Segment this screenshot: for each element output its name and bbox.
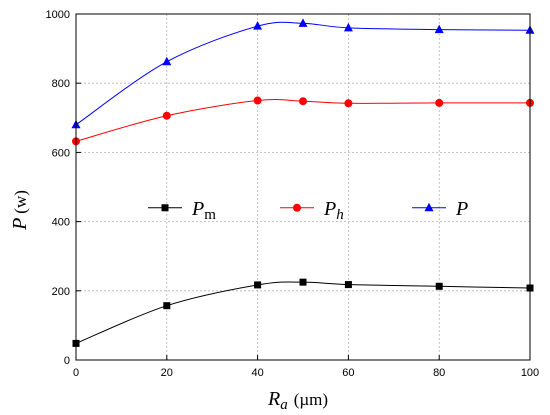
- x-axis-title: Ra (µm): [267, 388, 328, 413]
- series-0-point-2: [254, 281, 262, 289]
- x-tick-label-4: 80: [433, 367, 445, 379]
- legend-label-main-0: P: [191, 198, 204, 220]
- y-axis-title-main: P: [9, 218, 31, 231]
- legend-item-0: Pm: [148, 198, 216, 223]
- series-1-point-1: [162, 111, 171, 120]
- x-tick-label-1: 20: [161, 367, 173, 379]
- series-2-point-1: [162, 56, 172, 66]
- series-0-point-4: [344, 281, 352, 289]
- y-tick-label-3: 600: [52, 147, 70, 159]
- x-tick-label-5: 100: [521, 367, 539, 379]
- legend-label-sub-1: h: [336, 207, 344, 223]
- y-axis-unit: (w): [11, 190, 30, 214]
- series-2-point-4: [343, 22, 353, 32]
- series-0-line: [75, 281, 531, 344]
- x-axis-unit: (µm): [294, 390, 328, 409]
- series-0-point-3: [299, 278, 307, 286]
- y-tick-label-5: 1000: [46, 9, 70, 21]
- series-1-line: [75, 99, 531, 142]
- series-0-point-1: [163, 302, 171, 310]
- series-1: [72, 96, 534, 146]
- legend-label-2: P: [455, 198, 468, 220]
- grid: [76, 14, 530, 360]
- series-2: [71, 18, 535, 129]
- legend: Pm Ph P: [148, 198, 468, 223]
- legend-marker-0: [161, 204, 169, 212]
- y-axis-title: P (w): [9, 190, 31, 231]
- x-tick-label-0: 0: [73, 367, 79, 379]
- legend-item-2: P: [412, 198, 468, 220]
- x-tick-label-3: 60: [342, 367, 354, 379]
- y-tick-label-4: 800: [52, 78, 70, 90]
- series-2-point-2: [253, 21, 263, 30]
- y-tick-label-1: 200: [52, 286, 70, 298]
- legend-marker-2: [424, 202, 434, 212]
- series-1-point-4: [344, 99, 353, 108]
- x-tick-label-2: 40: [251, 367, 263, 379]
- series-1-point-2: [253, 96, 262, 105]
- series-2-point-5: [434, 24, 444, 34]
- legend-item-1: Ph: [280, 198, 344, 223]
- series-1-point-3: [299, 97, 307, 106]
- series-2-point-3: [298, 18, 308, 27]
- legend-label-1: Ph: [323, 198, 344, 223]
- legend-label-sub-0: m: [204, 207, 216, 223]
- legend-label-main-2: P: [455, 198, 468, 220]
- plot-frame: [75, 13, 531, 361]
- series-1-point-5: [435, 98, 444, 107]
- legend-label-main-1: P: [323, 198, 336, 220]
- y-tick-label-0: 0: [64, 355, 70, 367]
- series-2-line: [75, 21, 531, 126]
- legend-label-0: Pm: [191, 198, 216, 223]
- series-0-point-5: [435, 282, 443, 290]
- x-axis-title-main: R: [267, 388, 280, 410]
- series-layer: [71, 18, 535, 347]
- y-tick-label-2: 400: [52, 217, 70, 229]
- legend-marker-1: [293, 203, 301, 212]
- series-0: [72, 278, 534, 347]
- x-axis-title-sub: a: [280, 397, 288, 413]
